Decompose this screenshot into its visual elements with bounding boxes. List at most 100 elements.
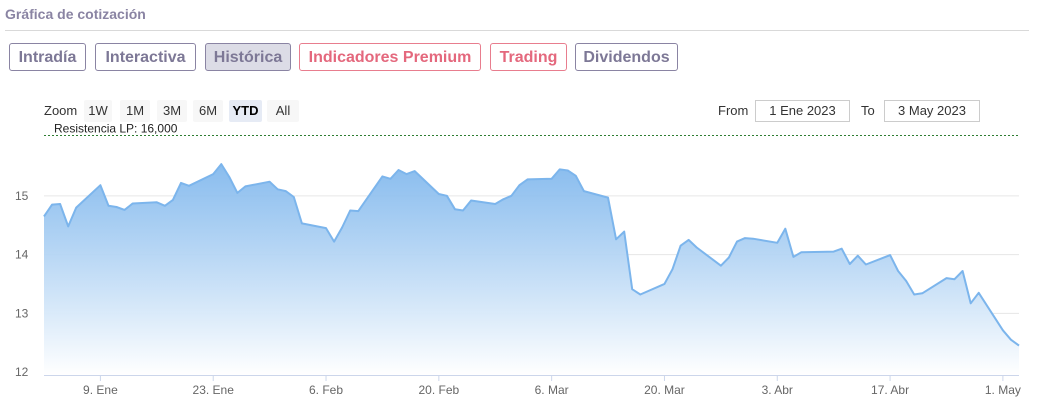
price-point xyxy=(865,263,867,265)
price-point xyxy=(381,175,383,177)
x-tick-label: 23. Ene xyxy=(193,383,235,397)
price-point xyxy=(301,222,303,224)
zoom-1m-button[interactable]: 1M xyxy=(120,100,150,122)
price-point xyxy=(953,278,955,280)
y-tick-label: 14 xyxy=(15,248,29,262)
price-point xyxy=(470,199,472,201)
price-point xyxy=(639,293,641,295)
price-point xyxy=(559,168,561,170)
price-point xyxy=(75,206,77,208)
price-point xyxy=(172,199,174,201)
price-point xyxy=(131,202,133,204)
y-tick-label: 13 xyxy=(15,306,29,320)
price-point xyxy=(156,201,158,203)
price-point xyxy=(841,248,843,250)
price-point xyxy=(970,302,972,304)
price-point xyxy=(913,293,915,295)
price-point xyxy=(510,195,512,197)
price-point xyxy=(696,246,698,248)
price-point xyxy=(631,288,633,290)
price-point xyxy=(1010,339,1012,341)
price-point xyxy=(752,238,754,240)
price-point xyxy=(228,176,230,178)
zoom-6m-button[interactable]: 6M xyxy=(193,100,223,122)
price-point xyxy=(454,208,456,210)
x-tick-label: 1. May xyxy=(985,383,1021,397)
price-point xyxy=(889,254,891,256)
from-date-input[interactable]: 1 Ene 2023 xyxy=(755,100,850,122)
price-point xyxy=(1018,344,1020,346)
price-point xyxy=(236,192,238,194)
price-point xyxy=(188,185,190,187)
price-point xyxy=(107,205,109,207)
price-point xyxy=(849,263,851,265)
price-point xyxy=(575,175,577,177)
price-point xyxy=(784,228,786,230)
price-point xyxy=(405,173,407,175)
price-point xyxy=(978,292,980,294)
price-point xyxy=(720,265,722,267)
price-point xyxy=(905,280,907,282)
zoom-ytd-button[interactable]: YTD xyxy=(229,100,262,122)
zoom-1w-button[interactable]: 1W xyxy=(84,100,112,122)
price-series-line xyxy=(43,163,1020,347)
to-label: To xyxy=(861,103,875,118)
price-point xyxy=(857,255,859,257)
price-point xyxy=(671,268,673,270)
price-point xyxy=(389,178,391,180)
resistance-annotation: Resistencia LP: 16,000 xyxy=(44,122,1019,136)
tab-intradia[interactable]: Intradía xyxy=(9,43,86,71)
tab-trading[interactable]: Trading xyxy=(490,43,567,71)
x-tick-label: 6. Feb xyxy=(309,383,343,397)
tab-historica[interactable]: Histórica xyxy=(205,43,291,71)
price-point xyxy=(220,163,222,165)
price-point xyxy=(567,169,569,171)
price-point xyxy=(397,169,399,171)
price-point xyxy=(414,170,416,172)
tab-dividendos[interactable]: Dividendos xyxy=(575,43,678,71)
price-point xyxy=(43,215,45,217)
zoom-all-button[interactable]: All xyxy=(267,100,299,122)
price-point xyxy=(446,195,448,197)
price-point xyxy=(51,203,53,205)
price-point xyxy=(800,251,802,253)
price-point xyxy=(123,209,125,211)
price-point xyxy=(293,196,295,198)
resistance-label: Resistencia LP: 16,000 xyxy=(54,122,178,136)
price-area-fill xyxy=(44,164,1019,375)
tab-interactiva[interactable]: Interactiva xyxy=(95,43,196,71)
price-series xyxy=(43,163,1020,375)
price-point xyxy=(502,198,504,200)
price-point xyxy=(268,181,270,183)
price-point xyxy=(679,245,681,247)
price-point xyxy=(357,210,359,212)
price-point xyxy=(776,242,778,244)
price-point xyxy=(897,270,899,272)
page-title: Gráfica de cotización xyxy=(5,6,146,22)
x-tick-label: 20. Mar xyxy=(644,383,685,397)
from-label: From xyxy=(718,103,749,118)
price-point xyxy=(1002,329,1004,331)
price-point xyxy=(325,227,327,229)
to-date-input[interactable]: 3 May 2023 xyxy=(884,100,980,122)
price-point xyxy=(462,209,464,211)
zoom-label: Zoom xyxy=(44,103,78,118)
axes: 12 13 14 15 9. Ene 23. Ene 6. Feb 20. Feb 6. Mar… xyxy=(15,189,1021,397)
price-point xyxy=(285,190,287,192)
tab-indicadores-premium[interactable]: Indicadores Premium xyxy=(299,43,481,71)
y-tick-label: 12 xyxy=(15,365,29,379)
price-point xyxy=(180,182,182,184)
y-tick-label: 15 xyxy=(15,189,29,203)
price-point xyxy=(164,205,166,207)
price-point xyxy=(623,230,625,232)
title-divider xyxy=(5,30,1029,31)
price-point xyxy=(59,203,61,205)
zoom-3m-button[interactable]: 3M xyxy=(157,100,187,122)
price-point xyxy=(833,250,835,252)
x-tick-label: 20. Feb xyxy=(418,383,459,397)
x-tick-label: 9. Ene xyxy=(83,383,118,397)
price-point xyxy=(728,256,730,258)
price-point xyxy=(744,237,746,239)
price-point xyxy=(115,206,117,208)
price-point xyxy=(583,190,585,192)
